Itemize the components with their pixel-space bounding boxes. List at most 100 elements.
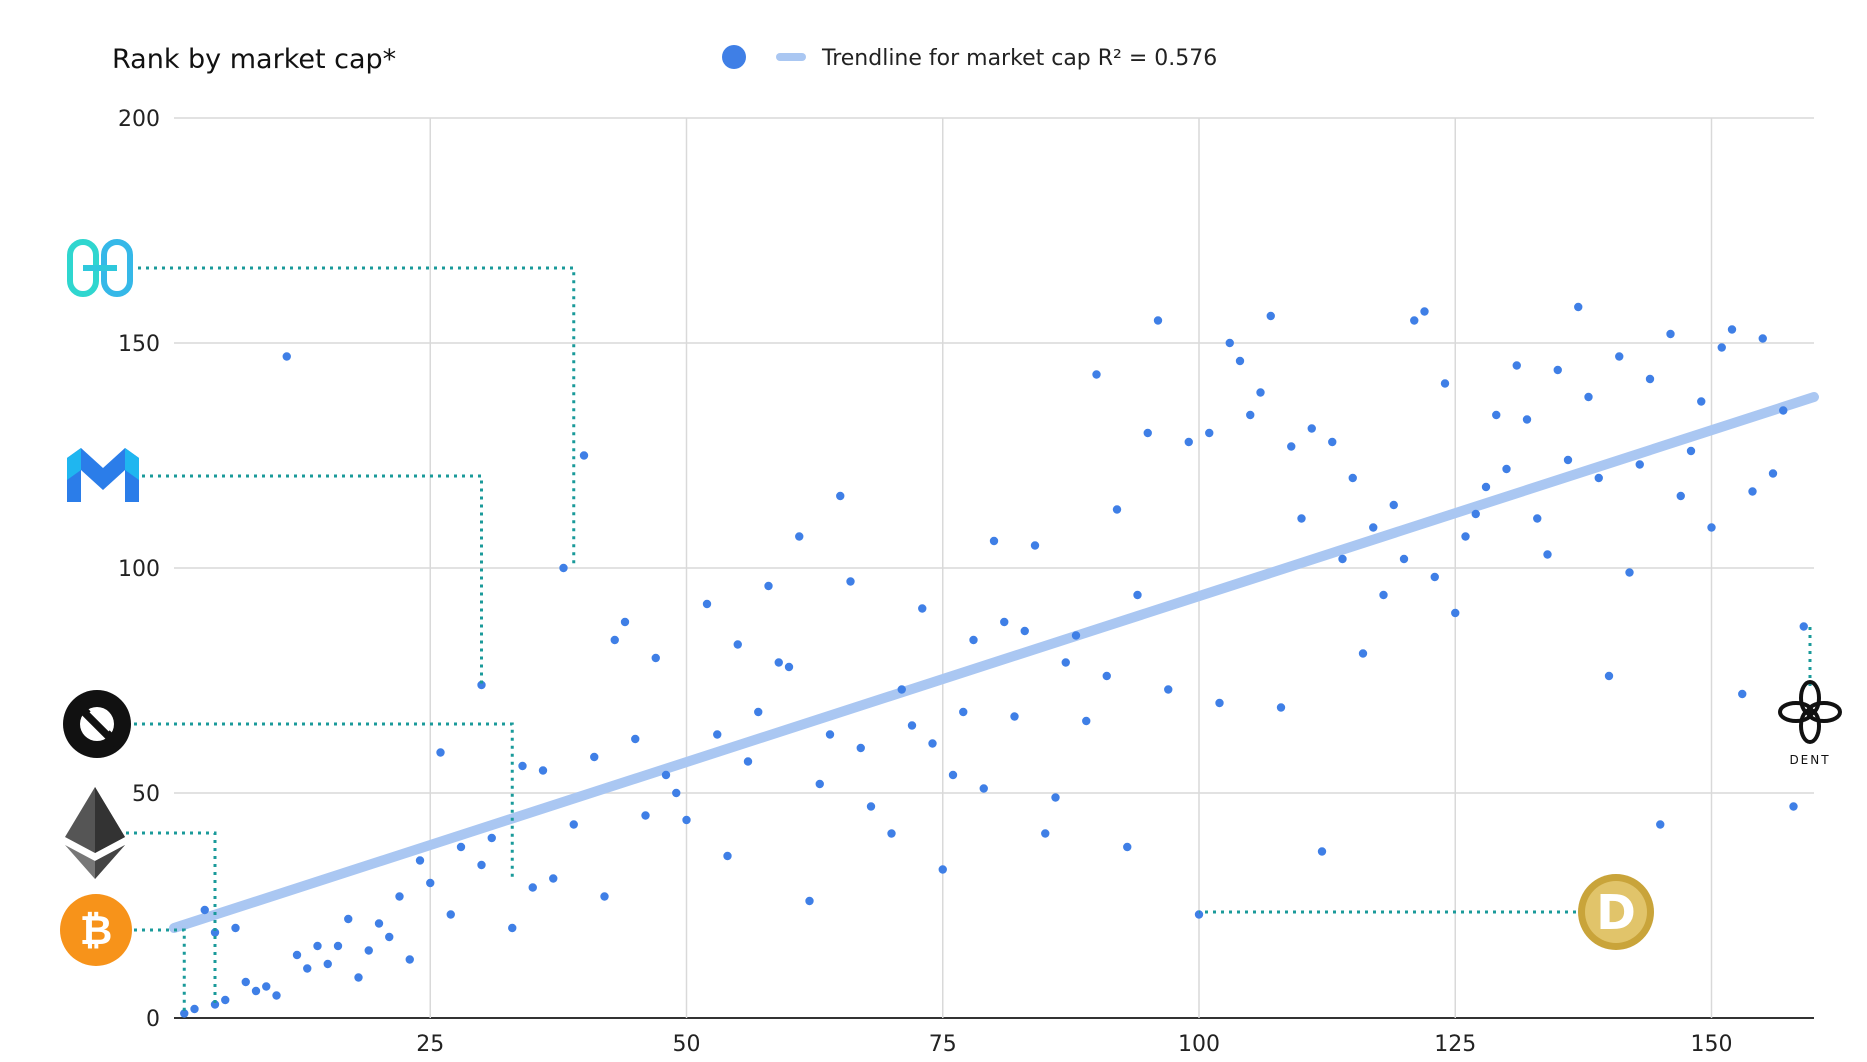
data-point bbox=[651, 653, 660, 663]
data-point bbox=[1061, 658, 1070, 667]
data-point bbox=[1194, 910, 1204, 919]
data-point bbox=[354, 973, 363, 982]
data-point bbox=[323, 959, 332, 969]
data-point bbox=[661, 770, 671, 780]
data-point bbox=[979, 784, 988, 793]
x-tick-label: 25 bbox=[416, 1032, 444, 1057]
data-point bbox=[282, 352, 291, 361]
dogecoin-logo-icon: D bbox=[1578, 874, 1654, 950]
svg-text:₿: ₿ bbox=[80, 908, 113, 954]
data-point bbox=[395, 892, 404, 901]
tick-labels: 0 50 100 150 200 25 50 75 100 125 150 bbox=[118, 107, 1733, 1057]
data-point bbox=[1143, 428, 1152, 438]
data-point bbox=[1276, 703, 1286, 712]
data-point bbox=[1389, 500, 1398, 510]
data-point bbox=[231, 923, 240, 933]
data-point bbox=[1779, 406, 1788, 415]
x-tick-label: 75 bbox=[929, 1032, 957, 1057]
data-point bbox=[743, 757, 753, 766]
data-points bbox=[180, 302, 1808, 1018]
data-point bbox=[1533, 514, 1542, 523]
data-point bbox=[1030, 541, 1040, 550]
data-point bbox=[1420, 307, 1429, 316]
0x-logo-icon bbox=[63, 690, 131, 758]
data-point bbox=[538, 766, 548, 775]
data-point bbox=[641, 811, 650, 820]
data-point bbox=[1471, 509, 1480, 519]
data-point bbox=[784, 662, 794, 672]
data-point bbox=[969, 635, 978, 645]
data-point bbox=[1297, 514, 1306, 523]
data-point bbox=[1399, 554, 1409, 564]
data-point bbox=[1645, 374, 1655, 384]
data-point bbox=[549, 874, 558, 883]
data-point bbox=[1256, 388, 1265, 397]
data-point bbox=[1686, 446, 1696, 456]
polygon-logo-icon bbox=[67, 448, 139, 502]
data-point bbox=[702, 599, 712, 609]
data-point bbox=[528, 883, 537, 892]
data-point bbox=[1492, 410, 1501, 420]
bitcoin-logo-icon: ₿ bbox=[60, 894, 132, 966]
data-point bbox=[1584, 392, 1593, 402]
data-point bbox=[251, 986, 261, 996]
trendline bbox=[169, 392, 1819, 933]
data-point bbox=[1594, 473, 1603, 483]
data-point bbox=[1205, 428, 1214, 438]
data-point bbox=[1676, 491, 1685, 501]
data-point bbox=[836, 491, 845, 501]
data-point bbox=[672, 788, 681, 798]
data-point bbox=[1082, 716, 1091, 726]
data-point bbox=[262, 982, 271, 991]
data-point bbox=[1000, 617, 1009, 627]
data-point bbox=[1789, 802, 1798, 811]
data-point bbox=[1553, 365, 1562, 375]
chart-title: Rank by market cap* bbox=[112, 44, 396, 75]
data-point bbox=[1727, 325, 1737, 334]
leader-lines bbox=[126, 266, 1812, 1014]
data-point bbox=[866, 802, 876, 811]
data-point bbox=[1133, 590, 1142, 600]
0x-logo-leader-line bbox=[134, 722, 514, 879]
data-point bbox=[241, 977, 250, 987]
data-point bbox=[846, 577, 855, 586]
legend-series-marker bbox=[722, 45, 746, 69]
data-point bbox=[1184, 437, 1193, 447]
data-point bbox=[928, 739, 937, 748]
data-point bbox=[1604, 671, 1614, 681]
data-point bbox=[938, 865, 947, 874]
dent-logo-icon: DENT bbox=[1778, 680, 1842, 767]
data-point bbox=[415, 856, 425, 865]
data-point bbox=[764, 581, 773, 591]
data-point bbox=[1512, 361, 1521, 370]
y-tick-label: 150 bbox=[118, 332, 160, 357]
data-point bbox=[313, 941, 322, 951]
data-point bbox=[1317, 847, 1327, 856]
data-point bbox=[180, 1009, 189, 1018]
data-point bbox=[1451, 608, 1460, 618]
data-point bbox=[1041, 829, 1050, 838]
data-point bbox=[825, 730, 835, 739]
data-point bbox=[1625, 568, 1634, 577]
data-point bbox=[1543, 550, 1552, 559]
data-point bbox=[385, 932, 394, 942]
data-point bbox=[1164, 685, 1173, 694]
data-point bbox=[1440, 379, 1450, 388]
grid-layer bbox=[174, 117, 1814, 1019]
data-point bbox=[774, 658, 783, 667]
bitcoin-logo-leader-line bbox=[134, 928, 186, 1014]
data-point bbox=[221, 995, 230, 1005]
data-point bbox=[374, 919, 384, 928]
data-point bbox=[948, 770, 958, 780]
data-point bbox=[333, 941, 343, 951]
data-point bbox=[610, 635, 619, 645]
data-point bbox=[723, 851, 732, 861]
data-point bbox=[1348, 473, 1357, 483]
data-point bbox=[1358, 649, 1368, 658]
data-point bbox=[600, 892, 609, 901]
data-point bbox=[559, 563, 568, 573]
data-point bbox=[1481, 482, 1491, 492]
data-point bbox=[918, 604, 927, 613]
data-point bbox=[1430, 572, 1439, 582]
data-point bbox=[989, 536, 999, 546]
